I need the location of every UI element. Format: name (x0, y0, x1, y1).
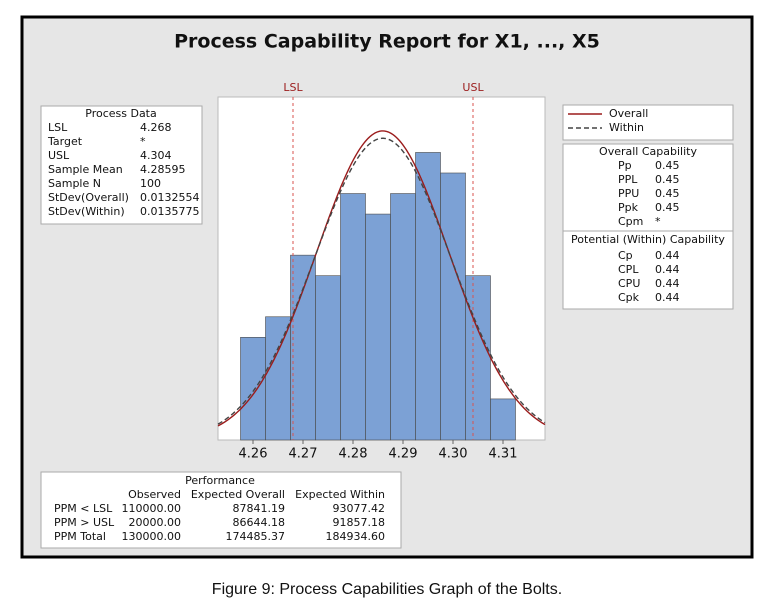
row-label: Cp (618, 249, 633, 262)
bar (365, 213, 391, 441)
cell: 91857.18 (333, 516, 386, 529)
spec-label: USL (462, 81, 484, 94)
legend-label: Overall (609, 107, 648, 120)
row-value: 0.44 (655, 263, 680, 276)
x-tick-label: 4.27 (289, 447, 318, 462)
cell: 110000.00 (122, 502, 182, 515)
row-label: StDev(Within) (48, 205, 125, 218)
x-tick-label: 4.30 (439, 447, 468, 462)
column-header: Expected Overall (191, 488, 285, 501)
row-label: PPM > USL (54, 516, 115, 529)
row-value: * (655, 215, 661, 228)
row-value: 4.268 (140, 121, 172, 134)
cell: 174485.37 (226, 530, 286, 543)
row-label: LSL (48, 121, 68, 134)
bar (465, 275, 491, 441)
row-label: CPU (618, 277, 640, 290)
bar (415, 152, 441, 441)
column-header: Observed (128, 488, 181, 501)
x-tick-label: 4.29 (389, 447, 418, 462)
cell: 93077.42 (333, 502, 386, 515)
cell: 20000.00 (129, 516, 182, 529)
fit-curve (217, 137, 546, 425)
row-value: * (140, 135, 146, 148)
bar (490, 398, 516, 441)
row-value: 0.45 (655, 187, 680, 200)
legend-box (562, 104, 734, 141)
row-label: Ppk (618, 201, 639, 214)
cell: 130000.00 (122, 530, 182, 543)
table-title: Performance (185, 474, 255, 487)
cell: 184934.60 (326, 530, 386, 543)
bar (315, 275, 341, 441)
x-tick-label: 4.26 (239, 447, 268, 462)
column-header: Expected Within (295, 488, 385, 501)
fit-curve (217, 130, 546, 427)
row-label: Sample Mean (48, 163, 123, 176)
x-tick-label: 4.31 (489, 447, 518, 462)
bar (340, 193, 366, 441)
row-value: 0.45 (655, 159, 680, 172)
row-value: 0.44 (655, 277, 680, 290)
row-value: 0.44 (655, 249, 680, 262)
row-value: 0.0135775 (140, 205, 200, 218)
bar (265, 316, 291, 441)
row-label: PPM Total (54, 530, 106, 543)
row-label: CPL (618, 263, 639, 276)
performance-box (40, 471, 402, 549)
cell: 87841.19 (233, 502, 286, 515)
bar (240, 337, 266, 441)
row-value: 0.0132554 (140, 191, 200, 204)
capability-box (562, 143, 734, 310)
caption: Figure 9: Process Capabilities Graph of … (212, 581, 562, 598)
legend-label: Within (609, 121, 644, 134)
row-label: StDev(Overall) (48, 191, 129, 204)
table-title: Overall Capability (599, 145, 697, 158)
row-label: PPM < LSL (54, 502, 113, 515)
chart-title: Process Capability Report for X1, ..., X… (174, 31, 600, 53)
row-label: Pp (618, 159, 632, 172)
spec-label: LSL (283, 81, 303, 94)
row-label: PPU (618, 187, 639, 200)
row-value: 0.44 (655, 291, 680, 304)
row-label: Target (47, 135, 83, 148)
bar (390, 193, 416, 441)
cell: 86644.18 (233, 516, 286, 529)
row-label: Cpk (618, 291, 640, 304)
process-data-box (40, 105, 203, 225)
bar (290, 254, 316, 441)
x-tick-label: 4.28 (339, 447, 368, 462)
bar (440, 172, 466, 441)
row-value: 0.45 (655, 173, 680, 186)
table-title: Potential (Within) Capability (571, 233, 725, 246)
row-value: 4.304 (140, 149, 172, 162)
row-value: 100 (140, 177, 161, 190)
row-value: 4.28595 (140, 163, 186, 176)
row-value: 0.45 (655, 201, 680, 214)
row-label: USL (48, 149, 70, 162)
row-label: Cpm (618, 215, 643, 228)
row-label: Sample N (48, 177, 101, 190)
table-title: Process Data (85, 107, 157, 120)
row-label: PPL (618, 173, 638, 186)
